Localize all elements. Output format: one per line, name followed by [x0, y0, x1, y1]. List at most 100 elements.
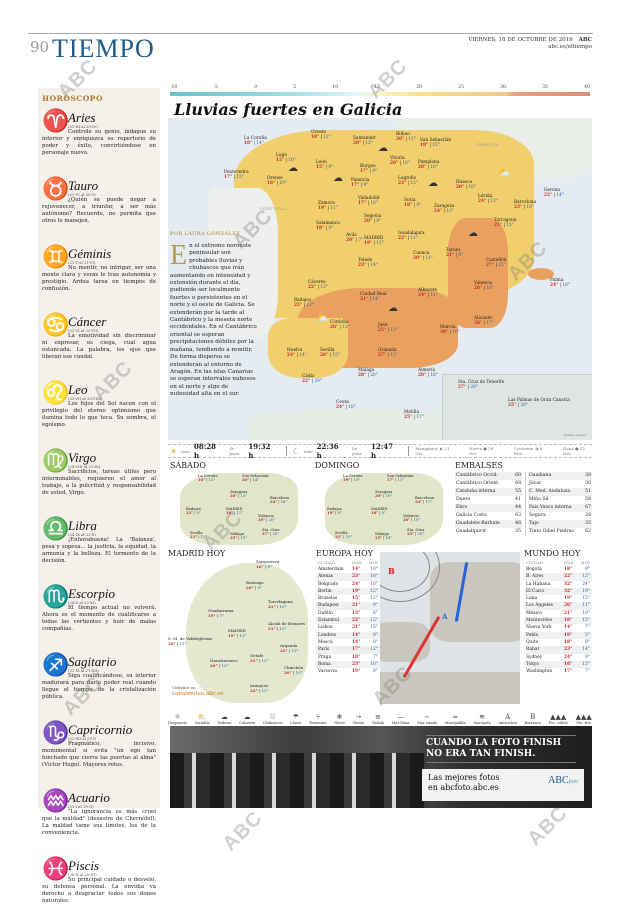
- moon-phase-icon: ●: [575, 446, 579, 451]
- city-label: Málaga 25° | 16°: [375, 532, 392, 540]
- max-temp: 18°: [371, 511, 378, 515]
- reservoir-value: 41: [515, 497, 521, 502]
- canalmeteo-link[interactable]: canalmeteo.abc.es: [172, 691, 224, 697]
- abc-watermark: ABC: [218, 806, 267, 856]
- city-temps: 23° | 16°: [514, 205, 534, 210]
- city-name: Zaragoza: [375, 490, 393, 494]
- table-row: Moscú 14° 9°: [316, 639, 380, 646]
- moonrise-label: Sale: [303, 448, 313, 454]
- legend-label: Fte. frío: [576, 721, 592, 725]
- reservoirs-panel: EMBALSES Cantábrico Occid. 60 Cantábrico O…: [455, 461, 592, 536]
- ad-link[interactable]: en abcfoto.abc.es: [428, 783, 499, 792]
- table-row: La Habana 32° 24°: [524, 581, 592, 588]
- reservoir-name: Miño Sil: [529, 497, 549, 502]
- legend-label: Nuboso: [217, 721, 232, 725]
- table-row: Lima 19° 15°: [524, 595, 592, 602]
- min-temp: 10°: [345, 535, 353, 539]
- max-temp: 32°: [564, 581, 573, 587]
- city-name: Jaén: [378, 323, 388, 328]
- table-row: Ámsterdam 14° 10°: [316, 566, 380, 573]
- city-name: Salamanca: [316, 221, 340, 226]
- max-temp: 18°: [420, 143, 429, 148]
- sign-dates: (21-V al 21-VI): [68, 260, 96, 265]
- city-temps: 30° | 16°: [440, 330, 460, 335]
- max-temp: 21°: [360, 297, 369, 302]
- max-temp: 18°: [564, 639, 573, 645]
- sign-name: Capricornio: [68, 722, 133, 737]
- sign-name: Tauro: [68, 178, 99, 193]
- max-temp: 16°: [267, 181, 276, 186]
- moon-icon: ☾: [292, 446, 300, 456]
- article-text: n el extremo noroeste peninsular son pro…: [170, 243, 257, 398]
- min-temp: 9°: [196, 511, 201, 515]
- max-temp: 28°: [358, 373, 367, 378]
- max-temp: 17°: [351, 183, 360, 188]
- max-temp: 18°: [316, 226, 325, 231]
- reservoir-name: Cataluña interna: [456, 489, 496, 494]
- min-temp: 20°: [314, 379, 322, 384]
- cloud-icon: ☁: [388, 303, 398, 314]
- sign-text: ¡Enhorabuena! La 'Balanza', pesa y sopes…: [42, 537, 156, 564]
- city-temps: 16° | 6°: [256, 564, 273, 569]
- min-temp: 9°: [373, 603, 378, 609]
- country-label-portugal: PORTUGAL: [260, 206, 288, 211]
- city-name: Oviedo: [311, 130, 327, 135]
- legend-label: Anticiclón: [498, 721, 517, 725]
- city-temps: 25° | 20°: [508, 403, 528, 408]
- max-temp: 26°: [230, 494, 237, 498]
- max-temp: 18°: [564, 567, 573, 572]
- sunday-title: DOMINGO: [315, 461, 360, 470]
- city-label: Zaragoza 24° | 13°: [434, 204, 454, 214]
- max-temp: 18°: [311, 135, 320, 140]
- sign-name: Cáncer: [68, 314, 107, 329]
- site-url[interactable]: abc.es/eltiempo: [548, 44, 592, 50]
- reservoir-row: Guadiana 38: [528, 472, 592, 480]
- moonset-time: 12:47 h: [371, 442, 394, 460]
- reservoir-name: C. Med. Andaluza: [529, 489, 571, 494]
- reservoir-value: 35: [515, 529, 521, 534]
- city-label: MADRID 19° | 13°: [228, 628, 247, 638]
- city-temps: 20° | 10°: [456, 185, 476, 190]
- city-label: San Sebastián 20° | 14°: [242, 474, 269, 482]
- max-temp: 24°: [418, 293, 427, 298]
- abcfoto-advertisement[interactable]: CUANDO LA FOTO FINISH NO ERA TAN FINISH. …: [170, 726, 592, 808]
- city-name: La Coruña: [244, 136, 267, 141]
- city-name: Lugo: [276, 153, 287, 158]
- reservoir-name: Júcar: [529, 481, 542, 486]
- city-label: Aranjuez 22° | 12°: [250, 683, 269, 693]
- reservoir-name: Tinto Odiel Piedras: [529, 529, 574, 534]
- max-temp: 17°: [564, 669, 573, 675]
- city-temps: 21° | 10°: [268, 604, 287, 609]
- city-name: Sydney: [526, 654, 543, 660]
- table-row: Bogotá 18° 9°: [524, 566, 592, 573]
- city-temps: 20° | 13°: [396, 137, 416, 142]
- reservoir-value: 51: [585, 489, 591, 494]
- legend-item: ≡ Niebla: [372, 713, 384, 725]
- fte-fr-o-icon: ▲▲▲: [575, 713, 592, 721]
- city-name: San Sebastián: [242, 474, 269, 478]
- legend-label: Chubascos: [262, 721, 283, 725]
- city-name: Málaga: [230, 532, 244, 536]
- max-temp: 26°: [330, 325, 339, 330]
- city-label: Arganda 22° | 12°: [280, 643, 299, 653]
- max-temp: 22°: [398, 236, 407, 241]
- max-temp: 22°: [186, 511, 193, 515]
- city-name: Ávila: [346, 233, 357, 238]
- min-temp: 10°: [468, 185, 476, 190]
- reservoir-row: Cataluña interna 55: [455, 488, 522, 496]
- city-temps: 20° | 11°: [168, 641, 187, 646]
- max-temp: 22°: [544, 193, 553, 198]
- city-temps: 18° | 9°: [316, 226, 334, 231]
- city-label: Santander 20° | 13°: [353, 136, 376, 146]
- max-temp: 20°: [353, 141, 362, 146]
- max-temp: 19°: [343, 478, 350, 482]
- legend-item: ≈ Marejadilla: [445, 713, 466, 725]
- city-name: México: [526, 610, 543, 616]
- scale-tick: 40: [584, 85, 590, 90]
- sign-text: Su principal cuidado o desvelo, su defen…: [42, 877, 156, 904]
- table-row: Estambul 22° 15°: [316, 617, 380, 625]
- city-name: Zaragoza: [434, 204, 455, 209]
- city-temps: 24° | 16°: [270, 500, 288, 504]
- max-temp: 20°: [168, 641, 176, 646]
- city-temps: 25° | 13°: [294, 303, 314, 308]
